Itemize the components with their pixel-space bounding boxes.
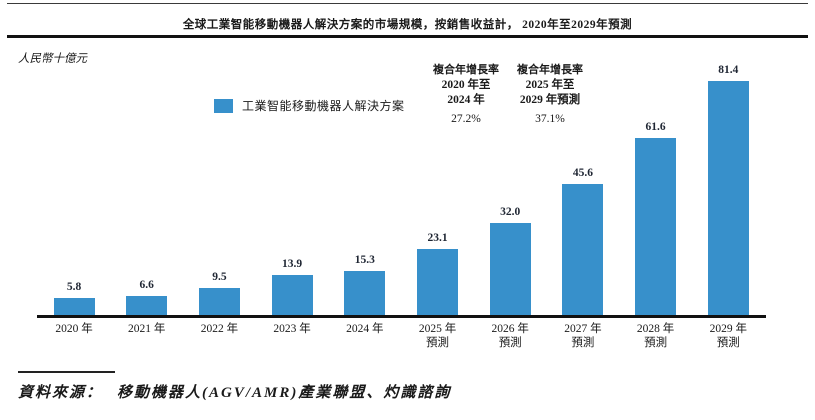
x-axis-tick-forecast: 預測 [426,337,449,349]
source-text: 移動機器人(AGV/AMR)產業聯盟、灼識諮詢 [117,385,452,401]
bar [198,288,240,315]
x-axis-tick-year: 2022 年 [200,323,239,335]
x-axis-tick-label: 2026 年預測 [473,322,547,350]
x-axis-tick-label: 2027 年預測 [546,322,620,350]
bar-value-label: 15.3 [354,254,375,266]
bar [562,184,604,315]
x-axis-tick-label: 2020 年 [37,322,111,336]
bar-value-label: 32.0 [500,206,521,218]
x-axis-tick-year: 2023 年 [273,323,311,335]
cagr-value: 37.1% [535,113,565,125]
cagr-period-line1: 2020 年至 [441,79,491,91]
x-axis-tick-year: 2027 年 [564,323,602,335]
x-axis-tick-label: 2023 年 [255,322,329,336]
x-axis-tick-forecast: 預測 [644,337,668,349]
cagr-column-historical: 複合年增長率 2020 年至 2024 年 27.2% [426,64,506,125]
y-axis-unit-label: 人民幣十億元 [18,53,87,65]
cagr-heading: 複合年增長率 [433,64,499,76]
cagr-heading: 複合年增長率 [517,64,583,76]
cagr-period-line2: 2029 年預測 [519,94,581,106]
cagr-period-line2: 2024 年 [447,94,485,106]
bar-value-label: 45.6 [572,167,593,179]
title-divider-rule [7,35,808,38]
bar [707,81,749,315]
chart-title: 全球工業智能移動機器人解決方案的市場規模，按銷售收益計， 2020年至2029年… [182,19,633,31]
source-line: 資料來源： 移動機器人(AGV/AMR)產業聯盟、灼識諮詢 [18,381,451,402]
x-axis-tick-label: 2022 年 [182,322,256,336]
bar [126,296,168,315]
x-axis-tick-label: 2024 年 [328,322,402,336]
cagr-column-forecast: 複合年增長率 2025 年至 2029 年預測 37.1% [510,64,590,125]
legend-label: 工業智能移動機器人解決方案 [242,99,405,113]
bar [417,249,458,315]
x-axis-tick-forecast: 預測 [716,337,740,349]
x-axis-tick-year: 2024 年 [346,323,384,335]
bar-value-label: 61.6 [645,121,666,133]
bar [344,271,386,315]
x-axis-tick-label: 2029 年預測 [691,322,765,350]
chart-legend: 工業智能移動機器人解決方案 [214,97,405,114]
bar-value-label: 9.5 [212,271,227,283]
cagr-annotations: 複合年增長率 2020 年至 2024 年 27.2% 複合年增長率 2025 … [426,64,590,125]
x-axis-tick-label: 2028 年預測 [619,322,693,350]
x-axis-tick-year: 2021 年 [128,323,166,335]
bar-value-label: 23.1 [427,232,448,244]
bar [635,138,677,315]
x-axis-tick-forecast: 預測 [571,337,595,349]
x-axis-tick-year: 2026 年 [491,323,529,335]
top-rule [7,3,808,4]
bar [271,275,313,315]
cagr-value: 27.2% [451,113,481,125]
bar-value-label: 81.4 [718,64,739,76]
bar-value-label: 5.8 [66,281,82,293]
x-axis-tick-year: 2029 年 [709,323,747,335]
source-rule [18,371,115,373]
x-axis-tick-label: 2021 年 [110,322,184,336]
bar [53,298,95,315]
x-axis-tick-label: 2025 年預測 [401,322,475,350]
bar [489,223,531,315]
x-axis-tick-year: 2025 年 [418,323,457,335]
x-axis-line [37,315,766,318]
bar-value-label: 6.6 [139,279,154,291]
x-axis-tick-year: 2020 年 [55,323,93,335]
x-axis-tick-year: 2028 年 [636,323,675,335]
bar-value-label: 13.9 [282,258,303,270]
legend-swatch [214,98,233,113]
source-label: 資料來源： [18,385,104,401]
x-axis-tick-forecast: 預測 [498,337,522,349]
cagr-period-line1: 2025 年至 [525,79,575,91]
